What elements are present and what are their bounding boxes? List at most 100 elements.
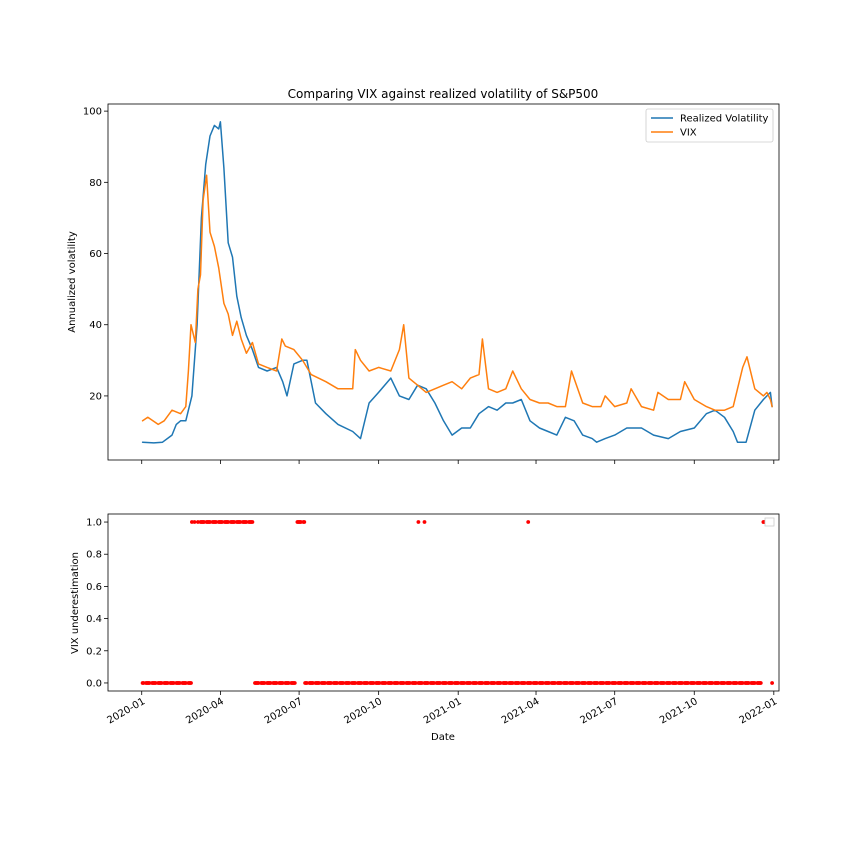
series-line-realized-volatility [141,121,773,444]
underestimation-point-0 [165,681,170,685]
underestimation-point-0 [389,681,394,685]
underestimation-point-0 [662,681,666,685]
underestimation-point-0 [619,681,624,685]
underestimation-point-0 [383,681,388,685]
underestimation-point-0 [704,681,709,685]
underestimation-point-0 [510,681,515,685]
underestimation-point-0 [559,681,563,685]
underestimation-point-0 [147,681,152,685]
underestimation-point-0 [541,681,545,685]
underestimation-point-0 [758,681,763,685]
underestimation-point-1 [208,520,212,524]
underestimation-point-0 [365,681,370,685]
underestimation-point-0 [438,681,442,685]
underestimation-point-0 [601,681,606,685]
underestimation-point-0 [692,681,697,685]
underestimation-point-1 [202,520,206,524]
underestimation-point-0 [189,681,193,685]
underestimation-point-1 [422,520,427,524]
underestimation-point-0 [432,681,436,685]
underestimation-point-0 [353,681,358,685]
underestimation-point-0 [377,681,382,685]
underestimation-point-0 [347,681,352,685]
underestimation-point-0 [656,681,660,685]
legend-label-vix: VIX [680,128,697,139]
underestimation-point-0 [746,681,751,685]
underestimation-point-0 [553,681,557,685]
underestimation-point-0 [643,681,648,685]
underestimation-point-0 [426,681,430,685]
y-tick-label: 1.0 [86,518,102,529]
empty-legend-box [764,517,775,527]
x-ticks-volatility [141,460,775,464]
y-tick-label: 80 [89,178,102,189]
underestimation-point-0 [274,681,279,685]
underestimation-point-1 [526,520,531,524]
underestimation-point-0 [504,681,509,685]
y-tick-label: 0.6 [86,582,102,593]
y-axis-label-underestimation: VIX underestimation [70,552,81,654]
underestimation-point-0 [395,681,400,685]
underestimation-point-0 [486,681,491,685]
underestimation-point-0 [153,681,158,685]
underestimation-point-0 [371,681,376,685]
underestimation-point-0 [311,681,315,685]
underestimation-point-0 [625,681,630,685]
underestimation-point-1 [302,520,307,524]
underestimation-point-0 [528,681,533,685]
underestimation-point-0 [740,681,745,685]
underestimation-point-0 [728,681,733,685]
underestimation-point-1 [232,520,237,524]
underestimation-point-0 [631,681,636,685]
underestimation-point-0 [770,681,774,685]
underestimation-point-0 [335,681,339,685]
underestimation-point-0 [177,681,182,685]
underestimation-point-0 [413,681,418,685]
underestimation-point-0 [613,681,618,685]
underestimation-point-0 [734,681,739,685]
underestimation-point-0 [698,681,703,685]
underestimation-point-0 [668,681,672,685]
underestimation-point-0 [407,681,412,685]
underestimation-point-0 [637,681,642,685]
x-axis-label-date: Date [431,732,455,743]
underestimation-point-1 [190,520,194,524]
legend-box [645,108,774,143]
y-tick-label: 0.8 [86,550,102,561]
underestimation-point-0 [492,681,497,685]
plot-frame-top [107,103,780,461]
underestimation-plot-area [140,520,774,685]
underestimation-point-0 [280,681,285,685]
underestimation-point-0 [752,681,757,685]
underestimation-point-0 [674,681,678,685]
underestimation-point-0 [171,681,176,685]
underestimation-point-0 [607,681,612,685]
underestimation-point-0 [468,681,473,685]
underestimation-point-0 [401,681,406,685]
underestimation-point-1 [416,520,421,524]
chart-title: Comparing VIX against realized volatilit… [288,87,599,101]
underestimation-point-0 [498,681,503,685]
volatility-plot-area [141,121,773,444]
y-tick-label: 0.2 [86,646,102,657]
underestimation-point-0 [686,681,691,685]
underestimation-point-0 [589,681,594,685]
underestimation-point-0 [341,681,346,685]
legend: Realized Volatility VIX [645,108,774,143]
underestimation-point-0 [474,681,479,685]
underestimation-point-0 [292,681,297,685]
underestimation-point-0 [535,681,539,685]
underestimation-point-0 [583,681,588,685]
underestimation-point-0 [595,681,600,685]
underestimation-point-1 [192,520,197,524]
underestimation-point-0 [256,681,261,685]
underestimation-point-0 [450,681,454,685]
underestimation-point-0 [262,681,267,685]
underestimation-point-0 [323,681,327,685]
volatility-chart: Comparing VIX against realized volatilit… [67,87,780,464]
y-tick-label: 100 [83,107,102,118]
y-tick-label: 20 [89,391,102,402]
underestimation-point-0 [268,681,273,685]
y-ticks-volatility: 20 40 60 80 100 [83,107,108,402]
